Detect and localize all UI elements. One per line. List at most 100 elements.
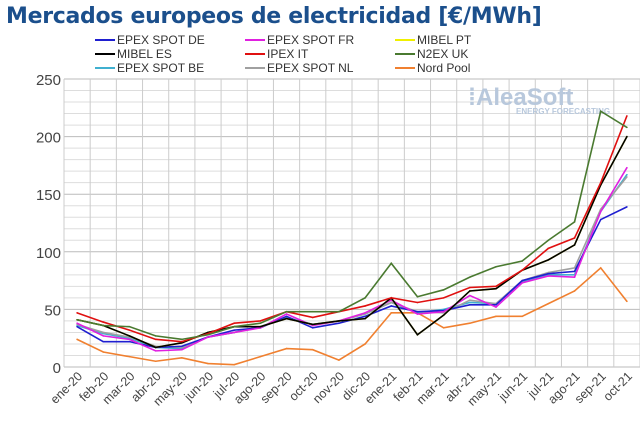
data-point — [469, 276, 471, 278]
data-point — [102, 340, 105, 343]
y-tick-label: 100 — [36, 245, 61, 262]
data-point — [390, 262, 393, 265]
data-point — [181, 345, 183, 348]
data-point — [442, 297, 445, 299]
data-point — [599, 218, 602, 221]
data-point — [442, 310, 445, 313]
data-point — [128, 335, 131, 337]
data-point — [547, 302, 550, 305]
legend-swatch — [395, 53, 415, 55]
data-point — [76, 322, 78, 325]
data-point — [469, 303, 471, 306]
data-point — [364, 305, 366, 307]
data-point — [626, 166, 628, 169]
data-point — [416, 295, 419, 298]
data-point — [495, 287, 497, 290]
data-point — [442, 289, 445, 291]
data-point — [547, 272, 550, 275]
data-point — [469, 294, 471, 297]
data-point — [573, 270, 576, 273]
data-point — [233, 329, 235, 331]
data-point — [469, 286, 471, 289]
chart-title: Mercados europeos de electricidad [€/MWh… — [6, 4, 542, 29]
data-point — [390, 301, 393, 304]
watermark-subtitle: ENERGY FORECASTING — [516, 107, 610, 116]
series-line-epex-spot-fr — [76, 167, 628, 352]
data-point — [469, 299, 471, 301]
series-line-n2ex-uk — [76, 109, 628, 341]
legend-item: EPEX SPOT BE — [95, 61, 245, 75]
data-point — [76, 312, 78, 314]
legend-swatch — [395, 67, 415, 69]
data-point — [626, 176, 628, 178]
data-point — [469, 322, 471, 325]
data-point — [338, 310, 340, 313]
y-tick-label: 250 — [36, 72, 61, 89]
data-point — [521, 269, 523, 272]
data-point — [285, 317, 288, 320]
data-point — [573, 290, 576, 292]
data-point — [599, 110, 602, 113]
legend-swatch — [245, 39, 265, 41]
data-point — [599, 267, 602, 269]
data-point — [311, 323, 314, 326]
data-point — [128, 329, 131, 331]
data-point — [364, 343, 366, 345]
legend-item: Nord Pool — [395, 61, 545, 75]
watermark-logo: ⁞AleaSoft — [468, 84, 573, 111]
legend-label: N2EX UK — [417, 47, 469, 61]
legend-label: EPEX SPOT NL — [267, 61, 354, 75]
data-point — [338, 320, 340, 322]
legend-item: EPEX SPOT DE — [95, 33, 245, 47]
data-point — [154, 338, 157, 341]
data-point — [364, 315, 366, 318]
legend-label: Nord Pool — [417, 61, 471, 75]
data-point — [285, 310, 288, 313]
data-point — [390, 305, 393, 307]
legend-item: IPEX IT — [245, 47, 395, 61]
data-point — [311, 310, 314, 313]
data-point — [154, 346, 157, 349]
legend-item: MIBEL ES — [95, 47, 245, 61]
data-point — [207, 333, 209, 336]
data-point — [521, 279, 523, 282]
data-point — [102, 335, 105, 337]
data-point — [442, 327, 445, 329]
data-point — [573, 244, 576, 246]
data-point — [102, 321, 105, 323]
legend-item: EPEX SPOT FR — [245, 33, 395, 47]
y-tick-label: 50 — [44, 302, 61, 319]
data-point — [285, 315, 288, 318]
legend: EPEX SPOT DE EPEX SPOT FR MIBEL PT MIBEL ES… — [95, 33, 635, 75]
data-point — [469, 301, 471, 304]
data-point — [285, 347, 288, 350]
legend-label: EPEX SPOT FR — [267, 33, 355, 47]
data-point — [547, 239, 550, 242]
legend-item: EPEX SPOT NL — [245, 61, 395, 75]
data-point — [128, 340, 131, 343]
data-point — [233, 322, 235, 325]
legend-swatch — [245, 53, 265, 55]
legend-swatch — [95, 67, 115, 69]
legend-label: MIBEL PT — [417, 33, 472, 47]
x-tick-label: oct-21 — [601, 369, 635, 403]
y-tick-label: 0 — [53, 360, 61, 377]
data-point — [311, 316, 314, 319]
data-point — [128, 325, 131, 328]
data-point — [128, 338, 131, 341]
data-point — [495, 265, 497, 268]
data-point — [181, 338, 183, 341]
data-point — [259, 322, 262, 325]
series-line-nord-pool — [76, 266, 628, 366]
data-point — [311, 348, 314, 351]
data-point — [495, 315, 497, 318]
data-point — [233, 363, 235, 366]
x-tick-label: jun-20 — [181, 369, 216, 404]
legend-swatch — [395, 39, 415, 41]
x-tick-label: jun-21 — [495, 369, 530, 404]
data-point — [364, 312, 366, 314]
data-point — [207, 336, 209, 338]
data-point — [128, 355, 131, 358]
data-point — [626, 300, 628, 303]
